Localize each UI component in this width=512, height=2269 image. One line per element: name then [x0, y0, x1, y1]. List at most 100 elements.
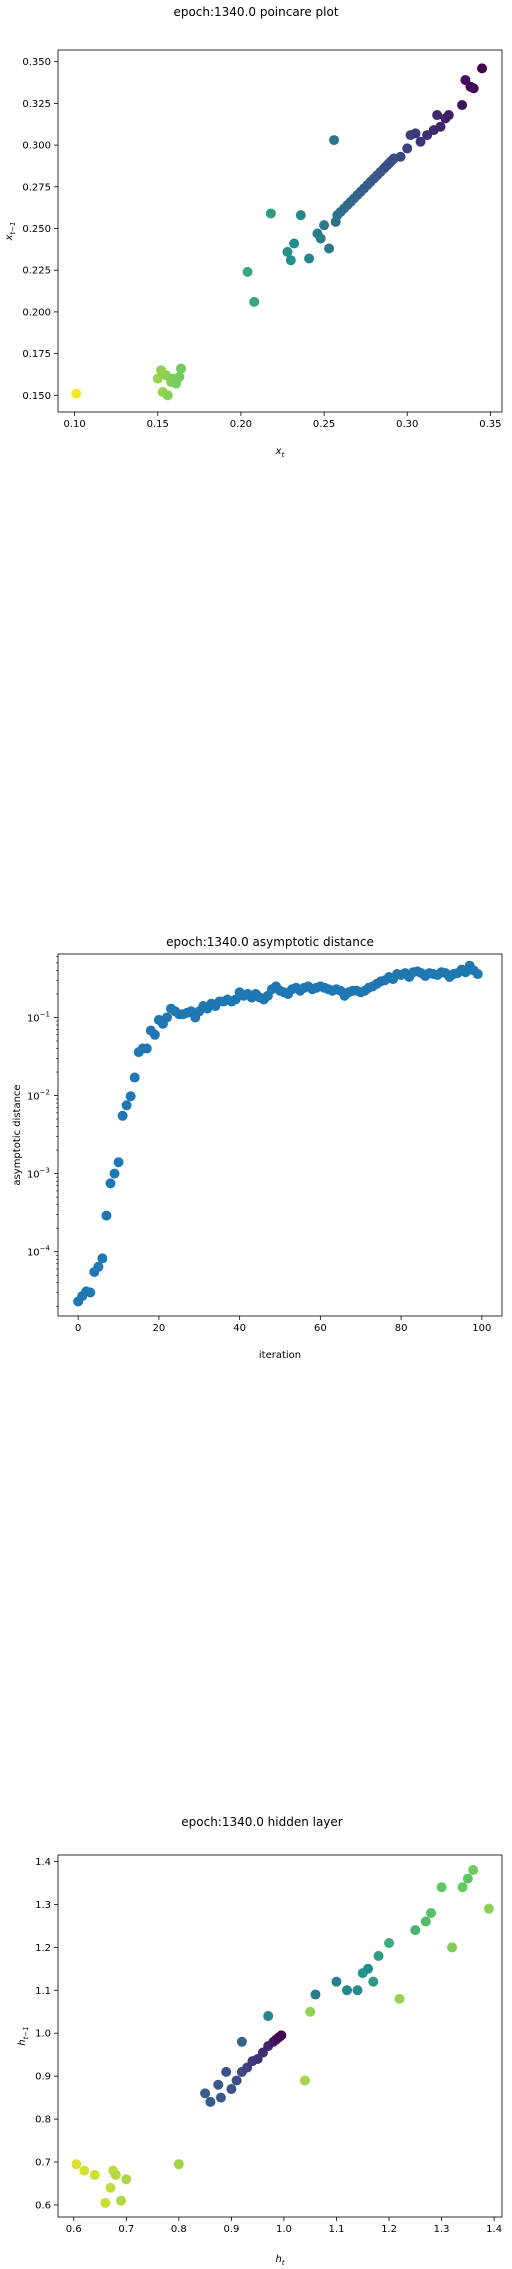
- x-ticks: 0.10 0.15 0.20 0.25 0.30 0.35: [63, 412, 501, 430]
- data-point: [410, 128, 421, 139]
- y-tick-label: 0.350: [22, 57, 51, 68]
- chart-title: epoch:1340.0 asymptotic distance: [166, 935, 374, 949]
- data-point: [447, 1942, 458, 1953]
- data-point: [468, 1865, 479, 1876]
- data-point: [105, 2182, 116, 2193]
- y-tick-label: 0.300: [22, 141, 51, 152]
- y-tick-label: 1.3: [35, 1900, 51, 1911]
- data-point: [435, 121, 446, 132]
- x-tick-label: 40: [233, 1323, 246, 1334]
- data-point: [295, 210, 306, 221]
- x-tick-label: 1.0: [276, 2224, 292, 2235]
- x-ticks: 0.6 0.7 0.8 0.9 1.0 1.1 1.2 1.3 1.4: [66, 2217, 502, 2235]
- y-tick-label: 10−1: [27, 1010, 50, 1024]
- data-point: [109, 1168, 120, 1179]
- y-tick-label: 0.150: [22, 391, 51, 402]
- data-point: [117, 1110, 128, 1121]
- data-point: [71, 2159, 82, 2170]
- y-tick-label: 1.1: [35, 1986, 51, 1997]
- x-tick-label: 1.1: [329, 2224, 345, 2235]
- data-point: [276, 2030, 287, 2041]
- data-point: [231, 2075, 242, 2086]
- y-ticks: 10−4 10−3 10−2 10−1: [27, 956, 58, 1307]
- data-point: [121, 2174, 132, 2185]
- data-point: [242, 266, 253, 277]
- x-tick-label: 0.10: [63, 419, 85, 430]
- x-axis-label: xt: [275, 446, 285, 459]
- data-point: [205, 2096, 216, 2107]
- y-tick-label: 0.175: [22, 349, 51, 360]
- data-point: [282, 246, 293, 257]
- data-point: [426, 1907, 437, 1918]
- data-point: [176, 363, 187, 374]
- x-tick-label: 1.3: [434, 2224, 450, 2235]
- y-tick-label: 0.200: [22, 307, 51, 318]
- data-point: [110, 2169, 121, 2180]
- data-point: [315, 233, 326, 244]
- x-tick-label: 0.25: [313, 419, 335, 430]
- data-point: [101, 1210, 112, 1221]
- points: [73, 960, 483, 1307]
- data-point: [483, 1903, 494, 1914]
- data-point: [363, 1963, 374, 1974]
- data-point: [457, 100, 468, 111]
- data-point: [265, 208, 276, 219]
- data-point: [263, 2011, 274, 2022]
- poincare-chart: epoch:1340.0 poincare plot 0.10 0.15 0.20 0…: [4, 5, 503, 459]
- data-point: [79, 2165, 90, 2176]
- data-point: [173, 2159, 184, 2170]
- y-tick-label: 0.275: [22, 182, 51, 193]
- data-point: [457, 1882, 468, 1893]
- data-point: [477, 63, 488, 74]
- data-point: [97, 1253, 108, 1264]
- y-tick-label: 0.7: [35, 2158, 51, 2169]
- y-ticks: 0.6 0.7 0.8 0.9 1.0 1.1 1.2 1.3 1.4: [35, 1857, 58, 2211]
- data-point: [373, 1950, 384, 1961]
- data-point: [468, 83, 479, 94]
- data-point: [85, 1287, 96, 1298]
- data-point: [213, 2079, 224, 2090]
- data-point: [402, 143, 413, 154]
- data-point: [384, 1938, 395, 1949]
- x-tick-label: 80: [395, 1323, 408, 1334]
- data-point: [249, 296, 260, 307]
- y-tick-label: 0.325: [22, 99, 51, 110]
- data-point: [310, 1989, 321, 2000]
- y-tick-label: 0.8: [35, 2115, 51, 2126]
- data-point: [395, 151, 406, 162]
- data-point: [443, 110, 454, 121]
- asymptotic-distance-chart: epoch:1340.0 asymptotic distance 0 20 40 60…: [12, 935, 503, 1361]
- data-point: [415, 136, 426, 147]
- x-tick-label: 0.20: [230, 419, 252, 430]
- data-point: [152, 373, 163, 384]
- x-tick-label: 1.4: [486, 2224, 502, 2235]
- data-point: [125, 1091, 136, 1102]
- x-tick-label: 20: [153, 1323, 166, 1334]
- data-point: [215, 2092, 226, 2103]
- x-tick-label: 0.6: [66, 2224, 82, 2235]
- data-point: [329, 135, 340, 146]
- x-tick-label: 0.9: [223, 2224, 239, 2235]
- data-point: [121, 1100, 132, 1111]
- data-point: [289, 238, 300, 249]
- data-point: [71, 388, 82, 399]
- data-point: [341, 1985, 352, 1996]
- y-axis-label: xt−1: [4, 222, 17, 242]
- y-axis-label: asymptotic distance: [12, 1084, 23, 1185]
- x-tick-label: 0.35: [479, 419, 501, 430]
- data-point: [149, 1029, 160, 1040]
- data-point: [174, 371, 185, 382]
- y-ticks: 0.150 0.175 0.200 0.225 0.250 0.275 0.300 0.325…: [22, 57, 58, 402]
- y-tick-label: 1.0: [35, 2029, 51, 2040]
- x-axis-label: ht: [275, 2254, 284, 2267]
- data-point: [141, 1043, 152, 1054]
- x-tick-label: 0.30: [396, 419, 418, 430]
- data-point: [116, 2195, 127, 2206]
- data-point: [113, 1157, 124, 1168]
- data-point: [394, 1993, 405, 2004]
- data-point: [161, 1012, 172, 1023]
- hidden-layer-chart: epoch:1340.0 hidden layer 0.6 0.7 0.8 0.9 1.…: [17, 1815, 503, 2267]
- data-point: [436, 1882, 447, 1893]
- data-point: [226, 2084, 237, 2095]
